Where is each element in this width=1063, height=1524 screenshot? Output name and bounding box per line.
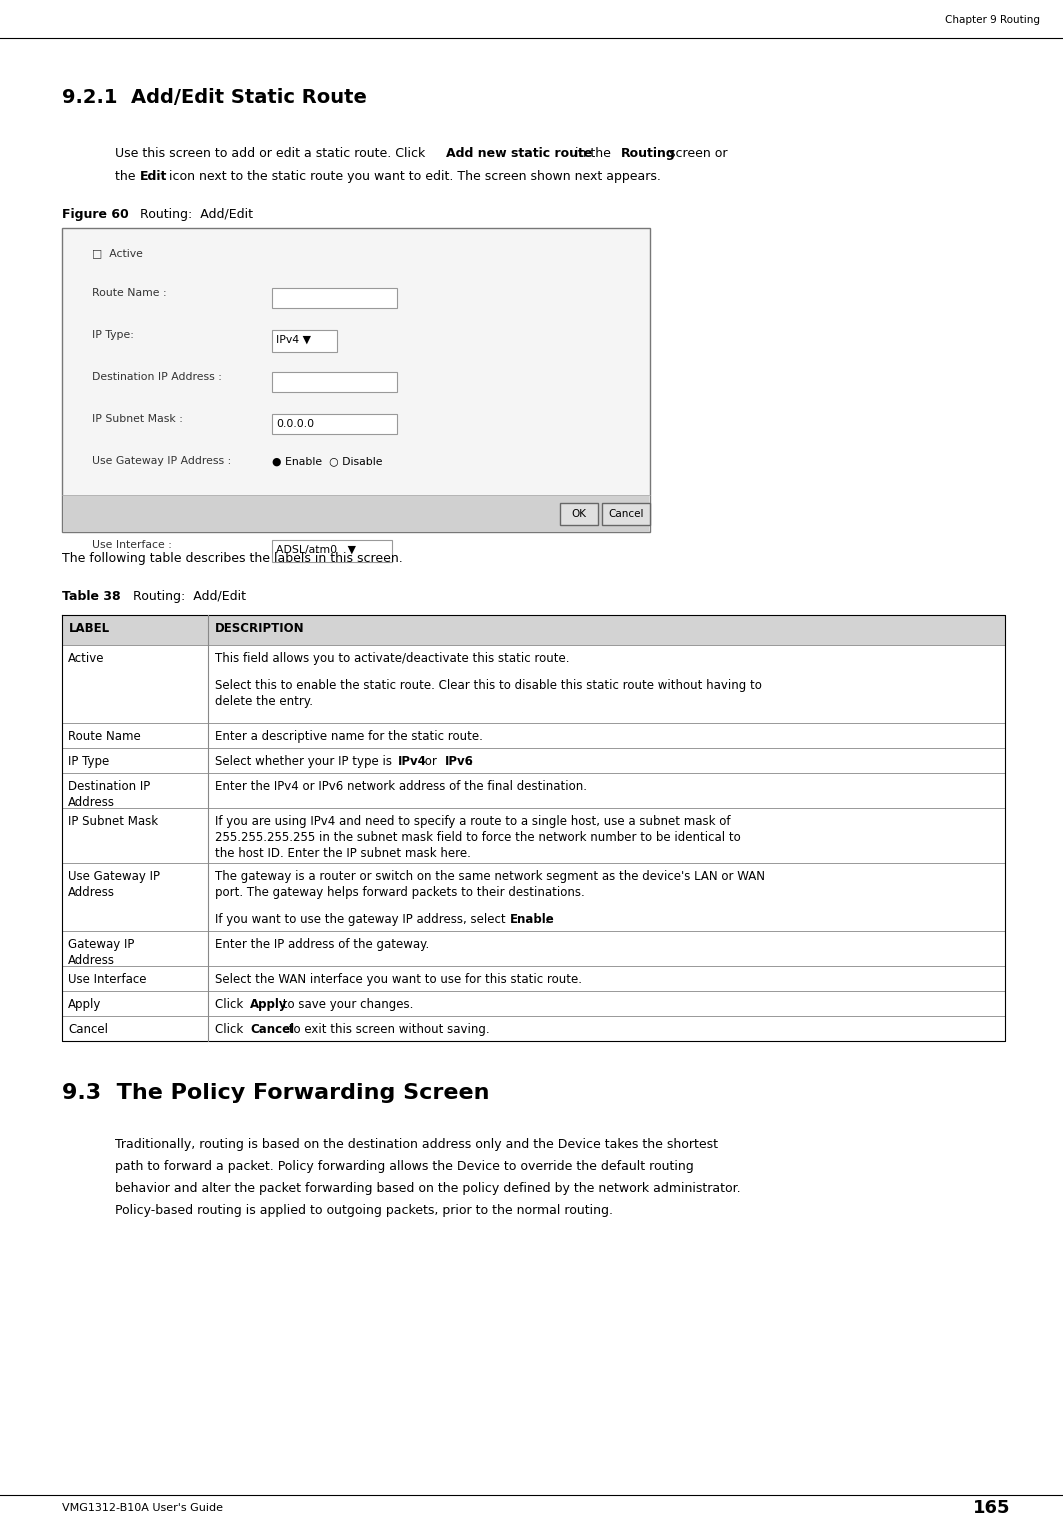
Text: Enable: Enable: [509, 913, 555, 927]
Text: screen or: screen or: [665, 146, 727, 160]
Text: Chapter 9 Routing: Chapter 9 Routing: [945, 15, 1040, 24]
Text: Cancel: Cancel: [250, 1023, 294, 1036]
Text: This field allows you to activate/deactivate this static route.: This field allows you to activate/deacti…: [215, 652, 569, 664]
Bar: [272, 331, 337, 352]
Text: OK: OK: [572, 509, 587, 520]
Text: port. The gateway helps forward packets to their destinations.: port. The gateway helps forward packets …: [215, 885, 585, 899]
Bar: [62, 616, 1005, 645]
Text: or: or: [421, 754, 441, 768]
Text: Address: Address: [68, 885, 116, 899]
Text: Routing:  Add/Edit: Routing: Add/Edit: [121, 590, 247, 604]
Bar: [560, 503, 598, 524]
Text: Routing: Routing: [621, 146, 676, 160]
Text: If you are using IPv4 and need to specify a route to a single host, use a subnet: If you are using IPv4 and need to specif…: [215, 815, 730, 828]
Bar: [272, 539, 392, 562]
Text: to save your changes.: to save your changes.: [280, 998, 414, 1010]
Text: Destination IP: Destination IP: [68, 780, 151, 792]
Text: 0.0.0.0: 0.0.0.0: [276, 419, 315, 428]
Text: Select this to enable the static route. Clear this to disable this static route : Select this to enable the static route. …: [215, 680, 761, 692]
Text: Enter the IPv4 or IPv6 network address of the final destination.: Enter the IPv4 or IPv6 network address o…: [215, 780, 587, 792]
Text: Gateway IP: Gateway IP: [68, 937, 135, 951]
Text: Table 38: Table 38: [62, 590, 120, 604]
Bar: [602, 503, 649, 524]
Text: Use Interface :: Use Interface :: [92, 539, 172, 550]
Text: IPv4 ▼: IPv4 ▼: [276, 335, 311, 344]
Text: Select the WAN interface you want to use for this static route.: Select the WAN interface you want to use…: [215, 972, 581, 986]
Text: LABEL: LABEL: [68, 622, 109, 636]
Text: Use Gateway IP Address :: Use Gateway IP Address :: [92, 456, 232, 466]
Bar: [62, 808, 1005, 863]
Text: The gateway is a router or switch on the same network segment as the device's LA: The gateway is a router or switch on the…: [215, 870, 764, 882]
Text: Route Name: Route Name: [68, 730, 141, 744]
Bar: [62, 229, 649, 532]
Text: Apply: Apply: [250, 998, 287, 1010]
Text: 9.3  The Policy Forwarding Screen: 9.3 The Policy Forwarding Screen: [62, 1084, 489, 1103]
Bar: [272, 288, 396, 308]
Bar: [62, 1017, 1005, 1041]
Text: IPv4: IPv4: [398, 754, 426, 768]
Text: Apply: Apply: [68, 998, 102, 1010]
Text: If you want to use the gateway IP address, select: If you want to use the gateway IP addres…: [215, 913, 509, 927]
Text: Address: Address: [68, 796, 116, 809]
Text: Traditionally, routing is based on the destination address only and the Device t: Traditionally, routing is based on the d…: [115, 1138, 718, 1151]
Bar: [62, 863, 1005, 931]
Bar: [272, 498, 396, 518]
Text: IP Type:: IP Type:: [92, 331, 134, 340]
Text: Enter a descriptive name for the static route.: Enter a descriptive name for the static …: [215, 730, 483, 744]
Bar: [62, 991, 1005, 1017]
Text: Routing:  Add/Edit: Routing: Add/Edit: [128, 207, 253, 221]
Text: ● Enable  ○ Disable: ● Enable ○ Disable: [272, 456, 383, 466]
Text: Click: Click: [215, 1023, 247, 1036]
Text: Policy-based routing is applied to outgoing packets, prior to the normal routing: Policy-based routing is applied to outgo…: [115, 1204, 613, 1218]
Bar: [62, 645, 1005, 722]
Text: ADSL/atm0   ▼: ADSL/atm0 ▼: [276, 544, 356, 555]
Text: Select whether your IP type is: Select whether your IP type is: [215, 754, 395, 768]
Text: □  Active: □ Active: [92, 248, 142, 258]
Text: to exit this screen without saving.: to exit this screen without saving.: [285, 1023, 490, 1036]
Text: Use Interface: Use Interface: [68, 972, 147, 986]
Text: Gateway IP Address :: Gateway IP Address :: [92, 498, 207, 507]
Text: The following table describes the labels in this screen.: The following table describes the labels…: [62, 552, 403, 565]
Text: Active: Active: [68, 652, 105, 664]
Text: Use Gateway IP: Use Gateway IP: [68, 870, 161, 882]
Text: the host ID. Enter the IP subnet mask here.: the host ID. Enter the IP subnet mask he…: [215, 847, 471, 860]
Text: DESCRIPTION: DESCRIPTION: [215, 622, 304, 636]
Text: Figure 60: Figure 60: [62, 207, 129, 221]
Text: .: .: [469, 754, 472, 768]
Text: Cancel: Cancel: [608, 509, 644, 520]
Text: path to forward a packet. Policy forwarding allows the Device to override the de: path to forward a packet. Policy forward…: [115, 1160, 694, 1173]
Text: 255.255.255.255 in the subnet mask field to force the network number to be ident: 255.255.255.255 in the subnet mask field…: [215, 831, 740, 844]
Text: IP Type: IP Type: [68, 754, 109, 768]
Text: Cancel: Cancel: [68, 1023, 108, 1036]
Text: Route Name :: Route Name :: [92, 288, 167, 299]
Text: VMG1312-B10A User's Guide: VMG1312-B10A User's Guide: [62, 1503, 223, 1513]
Text: Click: Click: [215, 998, 247, 1010]
Text: Edit: Edit: [140, 171, 167, 183]
Text: 9.2.1  Add/Edit Static Route: 9.2.1 Add/Edit Static Route: [62, 88, 367, 107]
Text: behavior and alter the packet forwarding based on the policy defined by the netw: behavior and alter the packet forwarding…: [115, 1183, 741, 1195]
Text: 165: 165: [973, 1500, 1010, 1516]
Text: Add new static route: Add new static route: [446, 146, 593, 160]
Bar: [62, 722, 1005, 748]
Bar: [63, 495, 648, 532]
Bar: [272, 415, 396, 434]
Bar: [62, 748, 1005, 773]
Bar: [62, 773, 1005, 808]
Text: .: .: [545, 913, 549, 927]
Text: IPv6: IPv6: [444, 754, 474, 768]
Bar: [62, 966, 1005, 991]
Text: Destination IP Address :: Destination IP Address :: [92, 372, 222, 383]
Text: icon next to the static route you want to edit. The screen shown next appears.: icon next to the static route you want t…: [165, 171, 661, 183]
Text: Address: Address: [68, 954, 116, 968]
Bar: [272, 372, 396, 392]
Text: IP Subnet Mask :: IP Subnet Mask :: [92, 415, 183, 424]
Text: delete the entry.: delete the entry.: [215, 695, 313, 709]
Text: in the: in the: [571, 146, 615, 160]
Text: Enter the IP address of the gateway.: Enter the IP address of the gateway.: [215, 937, 428, 951]
Text: IP Subnet Mask: IP Subnet Mask: [68, 815, 158, 828]
Text: Use this screen to add or edit a static route. Click: Use this screen to add or edit a static …: [115, 146, 429, 160]
Bar: [62, 931, 1005, 966]
Text: the: the: [115, 171, 139, 183]
